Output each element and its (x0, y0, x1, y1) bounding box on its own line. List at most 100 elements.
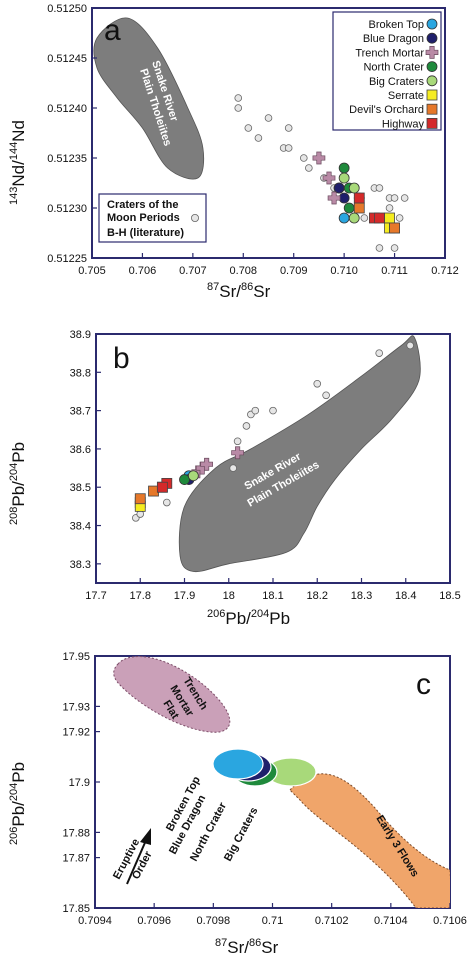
panel-a-point-devil-s-orchard-1 (389, 222, 400, 234)
panel-a-point-serrate-0 (384, 212, 395, 224)
panel-a-xtick-label-1: 0.706 (129, 265, 157, 277)
panel-a-point-craters-of-the-moon-periods-b-h-literature-9 (305, 164, 313, 172)
panel-a-point-big-craters-0 (338, 172, 350, 184)
panel-b-xtick-label-0: 17.7 (85, 590, 106, 602)
panel-a-xtick-label-4: 0.709 (280, 265, 308, 277)
panel-a-point-craters-of-the-moon-periods-b-h-literature-18 (375, 244, 384, 252)
panel-b-point-craters-of-the-moon-periods-b-h-literature-7 (251, 406, 260, 415)
panel-b-point-craters-of-the-moon-periods-b-h-literature-2 (163, 498, 171, 507)
panel-b-point-highway-1 (156, 481, 168, 493)
panel-a-ytick-label-1: 0.51230 (47, 203, 87, 215)
panel-a-xtick-label-5: 0.710 (330, 265, 358, 277)
panel-a-point-craters-of-the-moon-periods-b-h-literature-3 (254, 134, 263, 142)
panel-b-ytick-label-5: 38.8 (70, 367, 91, 379)
panel-a-point-big-craters-2 (348, 212, 360, 224)
panel-a-xtick-label-2: 0.707 (179, 265, 207, 277)
panel-c-xtick-label-6: 0.7106 (433, 915, 467, 927)
panel-a-point-craters-of-the-moon-periods-b-h-literature-0 (234, 94, 243, 102)
panel-c-xtick-label-0: 0.7094 (78, 915, 112, 927)
panel-b-point-north-crater-0 (179, 474, 190, 485)
panel-b-xtick-label-3: 18 (223, 590, 235, 602)
panel-c-xtick-label-1: 0.7096 (137, 915, 171, 927)
panel-b-xtick-label-1: 17.8 (130, 590, 151, 602)
panel-a-point-craters-of-the-moon-periods-b-h-literature-8 (299, 154, 308, 162)
panel-a-legend-label-broken-top: Broken Top (369, 19, 424, 31)
panel-a-lit-legend-line-2: Moon Periods (107, 212, 180, 224)
panel-a: Snake River Plain Tholeiites a Broken To… (8, 3, 459, 301)
panel-b-point-big-craters-0 (187, 470, 199, 482)
panel-a-xtick-label-3: 0.708 (230, 265, 258, 277)
panel-a-legend (332, 11, 442, 131)
panel-a-point-blue-dragon-1 (338, 192, 350, 204)
panel-a-legend-marker-big-craters (426, 75, 438, 87)
panel-b-ylabel: 208Pb/204Pb (8, 442, 28, 525)
panel-a-point-craters-of-the-moon-periods-b-h-literature-19 (390, 244, 399, 252)
panel-c-xlabel: 87Sr/86Sr (215, 937, 279, 957)
panel-c-broken-top-ellipse (212, 748, 264, 780)
panel-b-point-craters-of-the-moon-periods-b-h-literature-9 (313, 379, 322, 388)
panel-c-xtick-label-3: 0.71 (262, 915, 283, 927)
panel-a-srp-field (93, 17, 205, 180)
panel-a-legend-marker-trench-mortar (425, 46, 439, 59)
panel-a-lit-legend-line-1: Craters of the (107, 199, 179, 211)
panel-a-xtick-label-0: 0.705 (78, 265, 106, 277)
panel-a-legend-marker-north-crater (426, 61, 438, 72)
panel-c-eruptive-arrow (126, 837, 148, 885)
panel-c-ytick-label-2: 17.88 (62, 827, 90, 839)
panel-a-point-craters-of-the-moon-periods-b-h-literature-2 (244, 124, 253, 132)
panel-b-ytick-label-2: 38.5 (70, 482, 91, 494)
panel-a-lit-legend-marker (190, 213, 199, 222)
panel-b-point-trench-mortar-3 (231, 446, 244, 460)
panel-a-legend-marker-devil-s-orchard (426, 103, 438, 115)
panel-a-ytick-label-4: 0.51245 (47, 53, 87, 65)
panel-c-xtick-label-2: 0.7098 (197, 915, 231, 927)
panel-a-point-devil-s-orchard-0 (353, 202, 365, 214)
panel-a-lit-legend-line-3: B-H (literature) (107, 227, 184, 239)
panel-a-legend-marker-serrate (426, 89, 438, 101)
panel-c-trench-mortar-field (113, 656, 231, 733)
panel-b-xtick-label-5: 18.2 (307, 590, 328, 602)
panel-b-xtick-label-4: 18.1 (262, 590, 283, 602)
panel-a-point-big-craters-1 (348, 182, 360, 194)
panel-c-xtick-label-5: 0.7104 (374, 915, 408, 927)
panel-a-legend-label-highway: Highway (382, 118, 425, 130)
panel-a-lit-legend (98, 193, 207, 243)
panel-a-point-craters-of-the-moon-periods-b-h-literature-16 (385, 204, 394, 212)
panel-a-ytick-label-5: 0.51250 (47, 3, 87, 15)
panel-a-point-craters-of-the-moon-periods-b-h-literature-12 (360, 214, 369, 222)
panel-a-xlabel: 87Sr/86Sr (207, 281, 271, 301)
panel-a-ylabel: 143Nd/144Nd (8, 120, 28, 205)
panel-b-letter: b (113, 342, 130, 375)
panel-a-point-craters-of-the-moon-periods-b-h-literature-21 (400, 194, 409, 202)
panel-c-ytick-label-5: 17.93 (62, 701, 90, 713)
panel-a-ytick-label-0: 0.51225 (47, 253, 87, 265)
panel-b-point-craters-of-the-moon-periods-b-h-literature-5 (242, 422, 251, 430)
panel-c-ytick-label-1: 17.87 (62, 853, 90, 865)
panel-b-xlabel: 206Pb/204Pb (207, 608, 290, 628)
panel-a-point-broken-top-1 (338, 212, 350, 224)
panel-b-xtick-label-7: 18.4 (395, 590, 416, 602)
panel-a-legend-label-blue-dragon: Blue Dragon (363, 33, 424, 45)
panel-c-ytick-label-3: 17.9 (69, 777, 90, 789)
panel-a-point-craters-of-the-moon-periods-b-h-literature-4 (264, 114, 273, 122)
panel-b-ytick-label-1: 38.4 (70, 521, 91, 533)
panel-c-ylabel: 206Pb/204Pb (8, 762, 28, 845)
panel-a-legend-marker-blue-dragon (426, 32, 438, 44)
panel-c-letter: c (416, 668, 431, 701)
panel-b-point-craters-of-the-moon-periods-b-h-literature-4 (233, 437, 242, 446)
panel-c-ytick-label-6: 17.95 (62, 651, 90, 663)
panel-b-point-craters-of-the-moon-periods-b-h-literature-12 (406, 341, 414, 350)
panel-a-legend-entries: Broken Top Blue Dragon Trench Mortar North … (349, 18, 439, 130)
panel-a-point-craters-of-the-moon-periods-b-h-literature-1 (234, 104, 243, 112)
panel-a-legend-label-devil-s-orchard: Devil's Orchard (349, 104, 424, 116)
panel-b-xtick-label-2: 17.9 (174, 590, 195, 602)
panel-b-point-craters-of-the-moon-periods-b-h-literature-8 (269, 406, 277, 415)
panel-a-legend-label-north-crater: North Crater (363, 62, 424, 74)
panel-c-ytick-label-0: 17.85 (62, 903, 90, 915)
panel-a-legend-label-big-craters: Big Craters (369, 76, 425, 88)
panel-b-ytick-label-6: 38.9 (70, 329, 91, 341)
panel-b-point-trench-mortar-2 (200, 457, 213, 471)
panel-a-ytick-label-3: 0.51240 (47, 103, 87, 115)
panel-a-point-highway-1 (374, 212, 385, 224)
panel-a-legend-marker-highway (426, 118, 438, 129)
